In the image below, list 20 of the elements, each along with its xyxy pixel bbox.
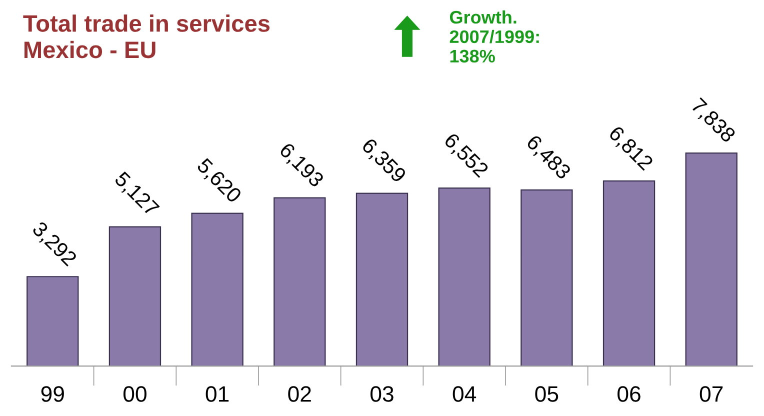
- bar: [26, 276, 79, 366]
- bar: [602, 180, 656, 366]
- bar: [438, 187, 490, 366]
- x-tick-label: 04: [452, 386, 476, 402]
- x-tick-label: 00: [123, 386, 146, 402]
- chart-title: Total trade in services Mexico - EU: [23, 14, 270, 58]
- text: Growth. 2007/1999: 138%: [450, 10, 539, 63]
- bar: [108, 226, 162, 366]
- bar: [274, 197, 326, 366]
- x-tick-label: 05: [535, 386, 558, 402]
- bar: [191, 212, 244, 366]
- x-tick-label: 02: [288, 386, 311, 402]
- bar: [356, 192, 408, 366]
- x-tick-label: 03: [370, 386, 394, 402]
- x-tick-label: 01: [206, 386, 229, 402]
- x-tick-label: 06: [618, 386, 640, 402]
- x-tick-label: 99: [41, 386, 64, 402]
- bar: [520, 189, 573, 366]
- bar: [685, 152, 738, 366]
- x-tick-label: 07: [700, 386, 723, 402]
